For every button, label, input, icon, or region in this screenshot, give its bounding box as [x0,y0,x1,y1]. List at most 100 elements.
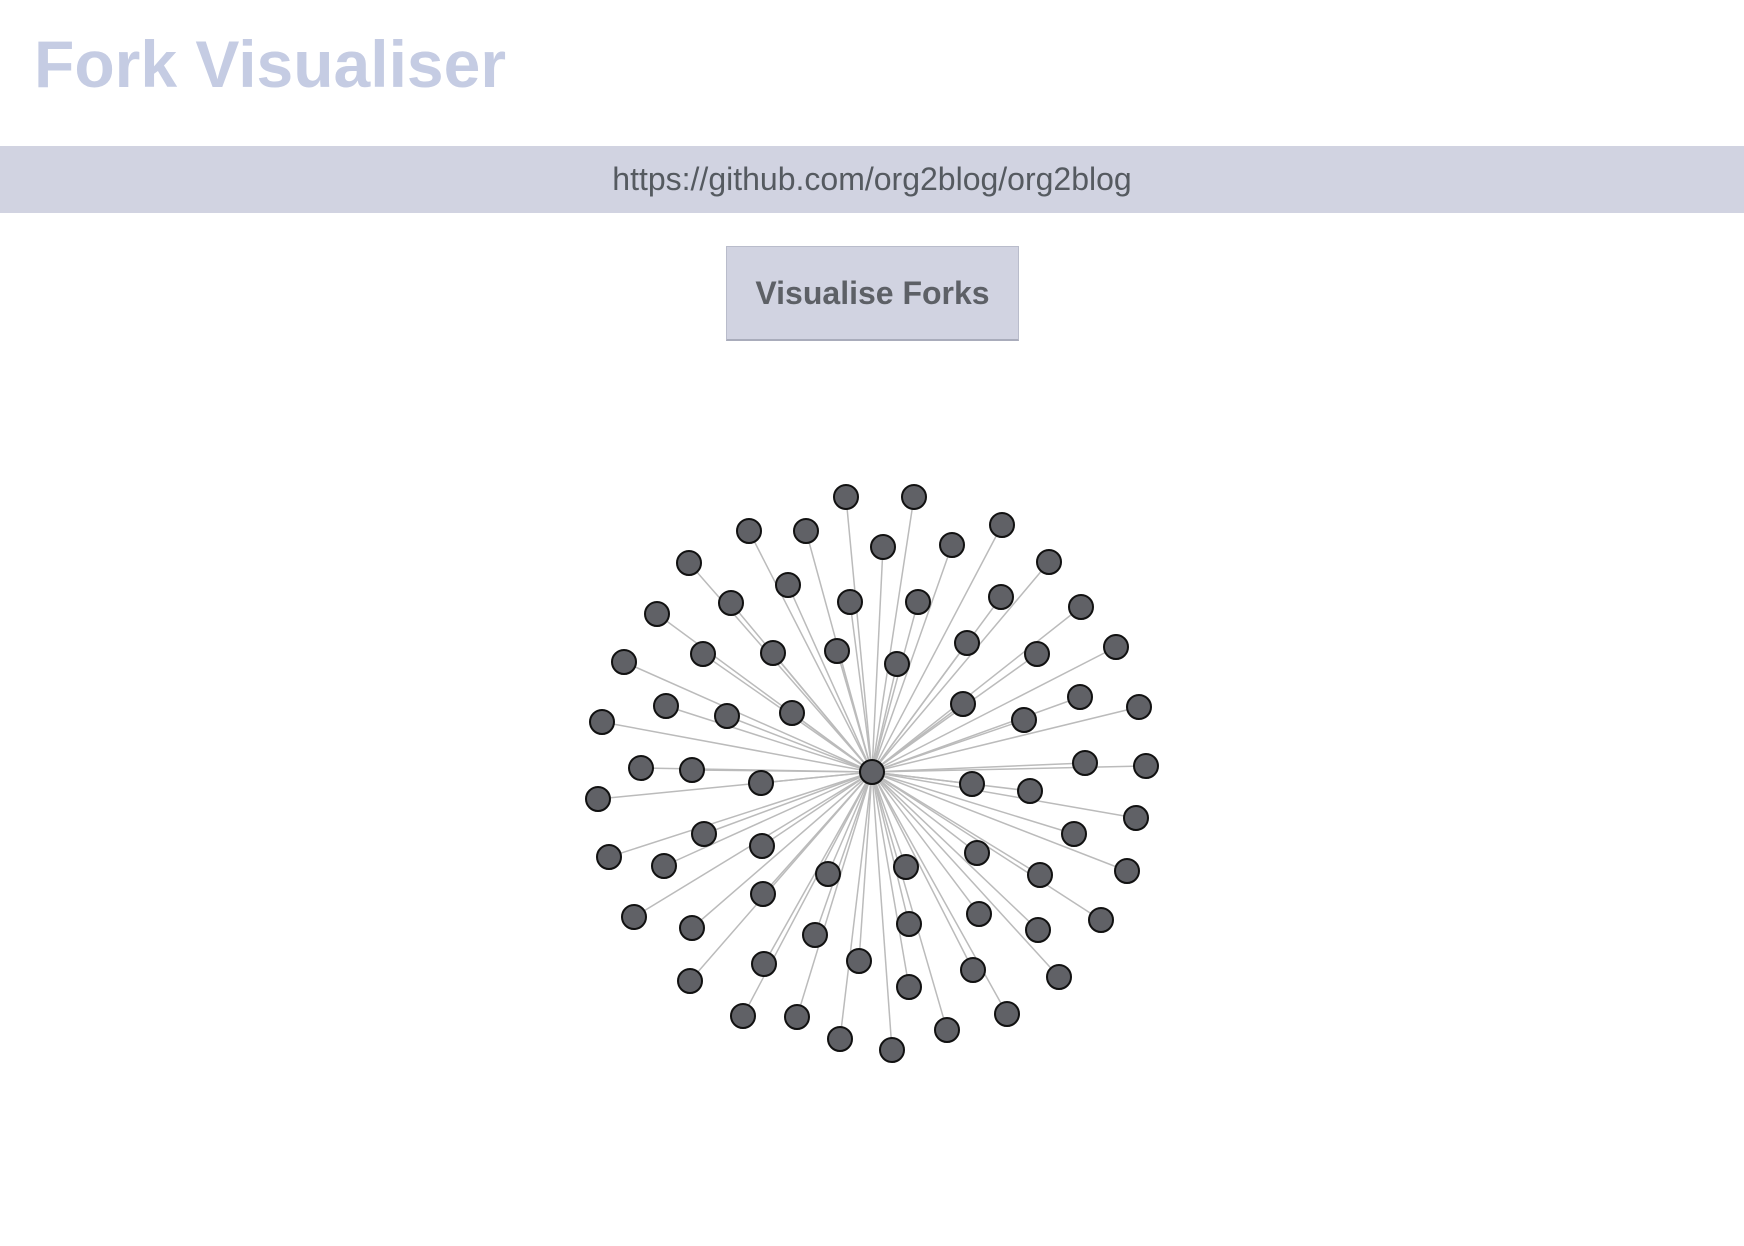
fork-node[interactable] [989,512,1015,538]
fork-node[interactable] [718,590,744,616]
fork-node[interactable] [837,589,863,615]
fork-node[interactable] [988,584,1014,610]
fork-link [871,696,1081,773]
fork-link [760,771,873,784]
fork-node[interactable] [802,922,828,948]
fork-node[interactable] [714,703,740,729]
fork-node[interactable] [893,854,919,880]
fork-node[interactable] [870,534,896,560]
fork-node[interactable] [585,786,611,812]
fork-link [871,601,919,773]
fork-node[interactable] [1017,778,1043,804]
fork-node[interactable] [679,915,705,941]
fork-node[interactable] [596,844,622,870]
fork-node[interactable] [833,484,859,510]
fork-node[interactable] [846,948,872,974]
fork-node[interactable] [939,532,965,558]
fork-link [871,606,1082,773]
fork-node[interactable] [730,1003,756,1029]
fork-node[interactable] [748,770,774,796]
fork-node[interactable] [677,968,703,994]
fork-node[interactable] [1067,684,1093,710]
fork-node[interactable] [1103,634,1129,660]
fork-node[interactable] [653,693,679,719]
fork-node[interactable] [905,589,931,615]
fork-node[interactable] [896,911,922,937]
fork-link [871,546,884,773]
fork-node[interactable] [1027,862,1053,888]
fork-node[interactable] [815,861,841,887]
fork-node[interactable] [779,700,805,726]
fork-link [871,771,1137,819]
fork-node[interactable] [750,881,776,907]
fork-node[interactable] [934,1017,960,1043]
fork-node[interactable] [651,853,677,879]
fork-node[interactable] [950,691,976,717]
fork-link [871,719,1025,773]
fork-node[interactable] [1114,858,1140,884]
fork-node[interactable] [691,821,717,847]
fork-node[interactable] [611,649,637,675]
fork-node[interactable] [760,640,786,666]
fork-link [871,771,893,1051]
fork-node[interactable] [784,1004,810,1030]
fork-node[interactable] [827,1026,853,1052]
fork-link [871,771,974,971]
fork-link [871,771,907,868]
fork-node[interactable] [1036,549,1062,575]
fork-node[interactable] [749,833,775,859]
fork-node[interactable] [1011,707,1037,733]
fork-node[interactable] [959,771,985,797]
fork-node[interactable] [736,518,762,544]
fork-node[interactable] [621,904,647,930]
fork-node[interactable] [964,840,990,866]
fork-node[interactable] [793,518,819,544]
fork-node[interactable] [824,638,850,664]
fork-node[interactable] [676,550,702,576]
fork-node[interactable] [589,709,615,735]
fork-node[interactable] [628,755,654,781]
fork-link [858,771,873,962]
fork-node[interactable] [994,1001,1020,1027]
fork-node[interactable] [1088,907,1114,933]
fork-node[interactable] [1061,821,1087,847]
fork-link [796,771,873,1018]
fork-link [787,584,873,773]
fork-node[interactable] [1046,964,1072,990]
visualise-forks-button[interactable]: Visualise Forks [726,246,1019,341]
fork-node[interactable] [1024,641,1050,667]
repo-url-input[interactable] [0,146,1744,213]
fork-link [761,771,873,847]
fork-node[interactable] [901,484,927,510]
fork-node[interactable] [1068,594,1094,620]
fork-link [703,771,873,835]
fork-node[interactable] [1072,750,1098,776]
fork-node[interactable] [1123,805,1149,831]
fork-node[interactable] [896,974,922,1000]
fork-node[interactable] [1133,753,1159,779]
fork-link [871,703,964,773]
fork-node[interactable] [954,630,980,656]
fork-node[interactable] [1126,694,1152,720]
fork-node[interactable] [884,651,910,677]
fork-link [871,765,1147,773]
fork-link [791,712,873,773]
fork-link [691,771,873,929]
fork-link [691,769,873,773]
root-repo-node[interactable] [859,759,885,785]
fork-link [871,771,1039,931]
fork-link [871,706,1140,773]
fork-link [871,524,1003,773]
fork-node[interactable] [679,757,705,783]
fork-link [845,496,873,773]
fork-link [871,762,1086,773]
fork-node[interactable] [879,1037,905,1063]
fork-node[interactable] [1025,917,1051,943]
fork-node[interactable] [966,901,992,927]
fork-node[interactable] [690,641,716,667]
fork-node[interactable] [644,601,670,627]
fork-node[interactable] [775,572,801,598]
fork-node[interactable] [960,957,986,983]
fork-node[interactable] [751,951,777,977]
